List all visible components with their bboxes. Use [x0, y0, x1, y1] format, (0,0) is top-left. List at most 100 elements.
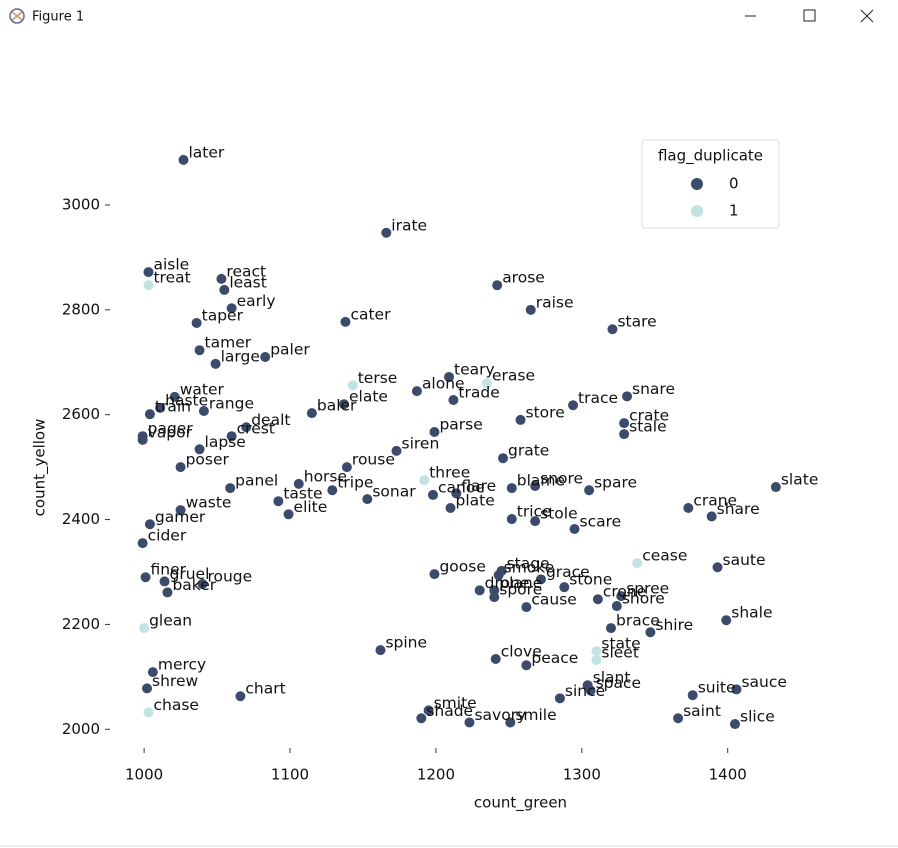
point-label: shrew	[152, 672, 198, 690]
x-tick-label: 1100	[271, 766, 309, 784]
x-axis-label: count_green	[474, 794, 567, 813]
point-label: clove	[501, 643, 542, 661]
y-tick-label: 2200	[62, 615, 100, 633]
point	[235, 691, 246, 702]
point	[559, 582, 570, 593]
point-label: siren	[402, 434, 440, 452]
point-label: vapor	[148, 423, 193, 441]
y-axis-label: count_yellow	[31, 419, 50, 517]
point	[427, 489, 438, 500]
point-label: dealt	[251, 411, 290, 429]
point	[219, 284, 230, 295]
point	[340, 316, 351, 327]
point	[445, 503, 456, 514]
point	[429, 569, 440, 580]
point	[144, 409, 155, 420]
point-label: plane	[499, 574, 542, 592]
point-label: spore	[499, 581, 542, 599]
point-label: smite	[434, 694, 477, 712]
point	[283, 509, 294, 520]
y-tick-label: 3000	[62, 195, 100, 213]
point	[731, 684, 742, 695]
point	[143, 707, 154, 718]
point	[175, 505, 186, 516]
point-label: teary	[454, 360, 495, 378]
point	[645, 627, 656, 638]
x-tick-label: 1300	[563, 766, 601, 784]
point-label: treat	[153, 269, 190, 287]
point-label: smile	[515, 706, 556, 724]
point-label: blame	[517, 472, 565, 490]
point	[493, 570, 504, 581]
point	[490, 654, 501, 665]
point	[139, 623, 150, 634]
point	[770, 482, 781, 493]
legend-label: 0	[729, 175, 739, 193]
point	[241, 422, 252, 433]
point-label: chart	[245, 680, 285, 698]
point-label: glean	[149, 612, 192, 630]
point-label: sleet	[601, 644, 639, 662]
point-label: early	[237, 292, 276, 310]
point	[273, 496, 284, 507]
point	[584, 485, 595, 496]
point	[194, 444, 205, 455]
point-label: stare	[617, 313, 656, 331]
point	[175, 462, 186, 473]
point	[226, 431, 237, 442]
app-icon	[9, 8, 25, 24]
point-label: cease	[642, 547, 687, 565]
point-label: horse	[304, 467, 347, 485]
maximize-button[interactable]	[803, 9, 816, 22]
point	[137, 538, 148, 549]
point	[632, 558, 643, 569]
point-label: crest	[237, 420, 275, 438]
point	[140, 572, 151, 583]
point	[178, 154, 189, 165]
point-label: panel	[235, 472, 278, 490]
point	[194, 345, 205, 356]
point-label: gamer	[155, 508, 206, 526]
point-label: waste	[186, 494, 232, 512]
point	[506, 483, 517, 494]
legend: flag_duplicate 0 1	[641, 139, 780, 229]
point	[143, 267, 154, 278]
point-label: spare	[594, 474, 637, 492]
point-label: rouse	[352, 451, 395, 469]
point	[306, 408, 317, 419]
point	[210, 358, 221, 369]
point	[616, 591, 627, 602]
point-label: pager	[148, 420, 194, 438]
point	[429, 426, 440, 437]
point-label: poser	[186, 451, 230, 469]
point-label: flare	[461, 477, 496, 495]
point-label: stale	[629, 418, 667, 436]
point-label: range	[209, 395, 254, 413]
point	[391, 445, 402, 456]
point	[260, 352, 271, 363]
point	[191, 317, 202, 328]
point	[448, 395, 459, 406]
close-button[interactable]	[860, 9, 874, 23]
point	[530, 516, 541, 527]
point-label: taper	[202, 306, 244, 324]
point	[142, 683, 153, 694]
point-label: grace	[546, 563, 590, 581]
point	[611, 601, 622, 612]
point	[687, 690, 698, 701]
point-label: crane	[693, 492, 737, 510]
point	[341, 462, 352, 473]
point	[569, 523, 580, 534]
point-label: trade	[458, 384, 499, 402]
point	[419, 475, 430, 486]
point-label: cater	[350, 305, 391, 323]
point-label: scare	[580, 512, 622, 530]
point	[327, 485, 338, 496]
point	[506, 514, 517, 525]
point-label: erase	[492, 367, 535, 385]
point	[347, 380, 358, 391]
point-label: elate	[349, 388, 388, 406]
point	[535, 574, 546, 585]
point-label: shire	[655, 616, 693, 634]
